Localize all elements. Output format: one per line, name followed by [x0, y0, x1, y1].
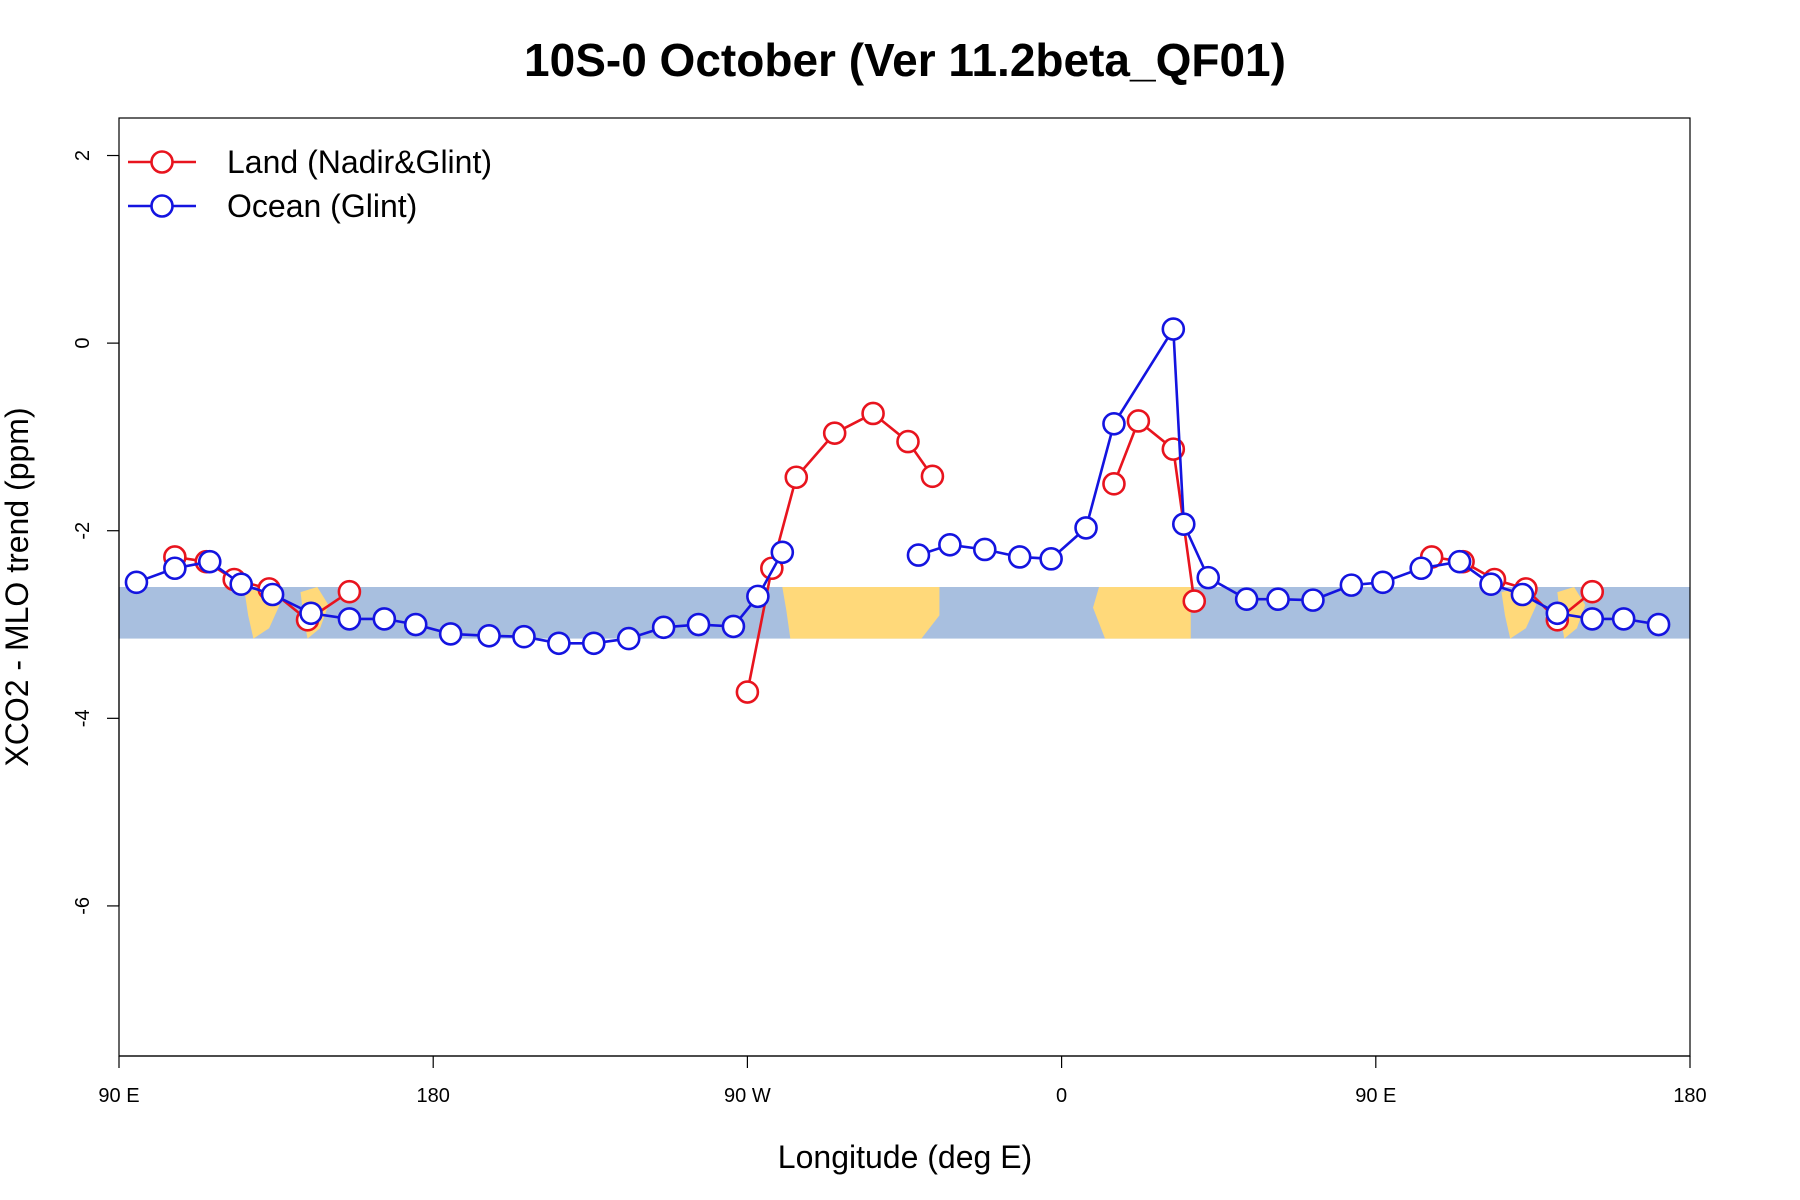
- legend-item-ocean: Ocean (Glint): [128, 188, 417, 224]
- chart-title: 10S-0 October (Ver 11.2beta_QF01): [524, 34, 1286, 86]
- data-point: [512, 624, 536, 649]
- data-point: [124, 570, 149, 595]
- y-tick-label: 0: [72, 338, 94, 349]
- x-tick-label: 90 W: [724, 1085, 771, 1107]
- data-point: [896, 429, 920, 454]
- data-point: [1171, 512, 1196, 536]
- data-point: [1339, 573, 1364, 597]
- data-point: [1479, 572, 1503, 596]
- legend: Land (Nadir&Glint) Ocean (Glint): [128, 144, 492, 224]
- data-point: [1370, 570, 1395, 595]
- data-point: [1447, 549, 1472, 574]
- data-point: [299, 601, 323, 626]
- data-point: [372, 607, 397, 631]
- data-point: [651, 615, 676, 640]
- data-point: [1266, 587, 1290, 611]
- data-point: [438, 622, 463, 646]
- data-point: [337, 579, 362, 604]
- x-tick-label: 180: [1673, 1085, 1706, 1107]
- data-point: [403, 612, 428, 637]
- series-line: [918, 324, 1659, 626]
- data-point: [1545, 601, 1570, 626]
- data-point: [260, 582, 285, 607]
- data-point: [1234, 587, 1259, 611]
- data-point: [784, 465, 809, 490]
- data-point: [721, 614, 746, 639]
- land-africa: [1093, 587, 1191, 639]
- data-point: [1039, 547, 1063, 571]
- y-tick-label: 2: [72, 150, 94, 161]
- data-point: [1580, 607, 1605, 631]
- x-axis-label: Longitude (deg E): [778, 1139, 1032, 1175]
- data-point: [163, 556, 187, 581]
- data-point: [735, 680, 760, 704]
- data-point: [547, 631, 571, 656]
- data-point: [229, 572, 253, 596]
- data-point: [770, 540, 795, 565]
- data-point: [1161, 317, 1186, 341]
- data-point: [616, 626, 641, 651]
- y-axis: 2 0 -2 -4 -6: [72, 150, 120, 915]
- data-point: [1611, 607, 1636, 631]
- y-tick-label: -4: [72, 709, 94, 727]
- x-tick-label: 90 E: [1355, 1085, 1396, 1107]
- land-south-america: [782, 587, 940, 639]
- series-layer: [124, 317, 1671, 704]
- data-point: [861, 401, 885, 426]
- legend-marker: [150, 150, 174, 174]
- legend-item-land: Land (Nadir&Glint): [128, 144, 492, 180]
- y-axis-label: XCO2 - MLO trend (ppm): [0, 407, 35, 766]
- data-point: [746, 584, 770, 609]
- legend-marker: [150, 194, 174, 218]
- data-point: [1301, 588, 1325, 612]
- data-point: [1409, 556, 1433, 581]
- data-point: [1074, 516, 1098, 540]
- data-point: [1102, 472, 1126, 496]
- data-point: [920, 464, 945, 489]
- legend-label: Ocean (Glint): [227, 188, 417, 224]
- x-tick-label: 0: [1056, 1085, 1067, 1107]
- x-tick-label: 180: [417, 1085, 450, 1107]
- x-axis: 90 E 180 90 W 0 90 E 180: [98, 1055, 1707, 1107]
- series-land: [163, 401, 1605, 704]
- data-point: [197, 549, 222, 574]
- data-point: [477, 623, 501, 648]
- data-point: [1196, 565, 1221, 590]
- data-point: [1126, 409, 1151, 433]
- data-point: [1646, 612, 1671, 637]
- data-point: [906, 543, 931, 567]
- y-tick-label: -6: [72, 897, 94, 915]
- data-point: [686, 612, 711, 637]
- data-point: [938, 532, 962, 557]
- legend-label: Land (Nadir&Glint): [227, 144, 492, 180]
- data-point: [1007, 545, 1032, 569]
- data-point: [972, 537, 997, 562]
- data-point: [822, 421, 847, 445]
- data-point: [1510, 582, 1535, 607]
- data-point: [581, 631, 606, 656]
- data-point: [1182, 589, 1207, 613]
- x-tick-label: 90 E: [98, 1085, 139, 1107]
- series-ocean: [124, 317, 1671, 656]
- y-tick-label: -2: [72, 522, 94, 540]
- data-point: [1580, 579, 1605, 604]
- data-point: [1102, 411, 1126, 436]
- data-point: [337, 607, 362, 631]
